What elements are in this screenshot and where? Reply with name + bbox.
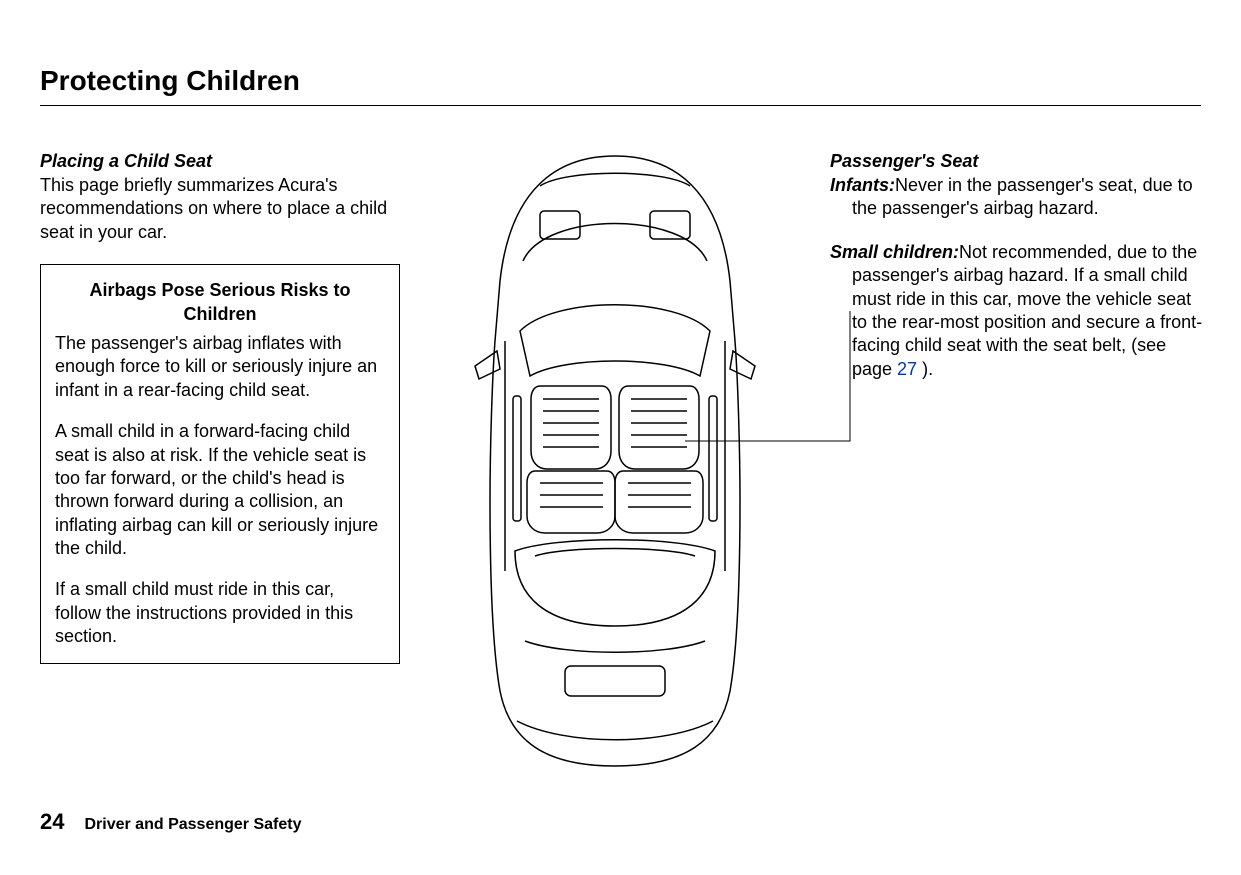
title-rule xyxy=(40,105,1201,106)
footer-section-title: Driver and Passenger Safety xyxy=(84,816,301,834)
infants-item: Infants:Never in the passenger's seat, d… xyxy=(830,174,1210,221)
page-footer: 24 Driver and Passenger Safety xyxy=(40,809,301,835)
right-column: Passenger's Seat Infants:Never in the pa… xyxy=(830,151,1210,771)
infants-label: Infants: xyxy=(830,175,895,195)
right-subheading: Passenger's Seat xyxy=(830,151,1210,172)
middle-column xyxy=(430,151,800,771)
left-subheading: Placing a Child Seat xyxy=(40,151,400,172)
warning-paragraph-2: A small child in a forward-facing child … xyxy=(55,420,385,560)
page-number: 24 xyxy=(40,809,64,835)
warning-paragraph-3: If a small child must ride in this car, … xyxy=(55,578,385,648)
warning-paragraph-1: The passenger's airbag inflates with eno… xyxy=(55,332,385,402)
infants-text: Never in the passenger's seat, due to th… xyxy=(852,175,1193,218)
warning-title: Airbags Pose Serious Risks to Children xyxy=(55,279,385,326)
left-column: Placing a Child Seat This page briefly s… xyxy=(40,151,400,771)
small-children-text-end: ). xyxy=(917,359,933,379)
car-top-view-diagram xyxy=(445,151,785,771)
page-title: Protecting Children xyxy=(40,65,1201,97)
content-columns: Placing a Child Seat This page briefly s… xyxy=(40,151,1201,771)
left-intro: This page briefly summarizes Acura's rec… xyxy=(40,174,400,244)
warning-box: Airbags Pose Serious Risks to Children T… xyxy=(40,264,400,663)
small-children-label: Small children: xyxy=(830,242,959,262)
right-content: Infants:Never in the passenger's seat, d… xyxy=(830,174,1210,381)
small-children-item: Small children:Not recommended, due to t… xyxy=(830,241,1210,381)
page-reference-link[interactable]: 27 xyxy=(897,359,917,379)
